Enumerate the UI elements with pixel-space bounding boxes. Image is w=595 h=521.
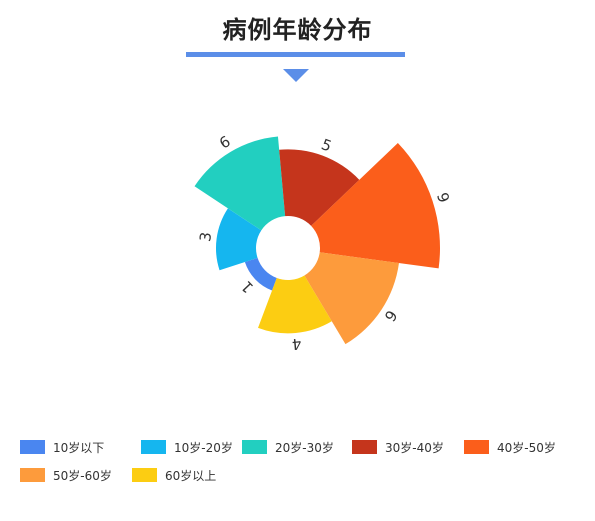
legend-label: 30岁-40岁 [385,440,444,455]
legend-item-1[interactable]: 10岁-20岁 [141,438,233,456]
slice-value-label-6: 4 [291,335,302,354]
legend-swatch [352,440,377,454]
rose-slice-6[interactable] [258,275,332,334]
title-arrow-icon [283,69,309,82]
legend-item-2[interactable]: 20岁-30岁 [242,438,334,456]
rose-slice-1[interactable] [215,208,262,271]
legend-swatch [242,440,267,454]
rose-chart: 1 3 6 5 9 6 4 [194,132,453,354]
legend-label: 10岁-20岁 [174,440,233,455]
legend-label: 60岁以上 [165,468,217,483]
slice-value-label-2: 6 [216,132,233,152]
legend-swatch [20,440,45,454]
rose-slice-3[interactable] [279,149,360,226]
slice-value-label-3: 5 [319,135,334,155]
legend-swatch [464,440,489,454]
slice-value-label-4: 9 [433,190,453,205]
slice-value-label-1: 3 [196,231,215,243]
rose-slice-4[interactable] [311,142,440,269]
slice-value-label-0: 1 [237,277,257,296]
rose-slice-2[interactable] [194,136,286,231]
legend-swatch [20,468,45,482]
legend-item-0[interactable]: 10岁以下 [20,438,104,456]
legend-item-6[interactable]: 60岁以上 [132,466,216,484]
legend-swatch [141,440,166,454]
legend-item-3[interactable]: 30岁-40岁 [352,438,444,456]
legend-item-5[interactable]: 50岁-60岁 [20,466,112,484]
legend-swatch [132,468,157,482]
rose-slice-5[interactable] [304,252,399,345]
legend-label: 20岁-30岁 [275,440,334,455]
legend-label: 10岁以下 [53,440,105,455]
rose-slice-0[interactable] [244,257,277,291]
legend-label: 40岁-50岁 [497,440,556,455]
legend-item-4[interactable]: 40岁-50岁 [464,438,556,456]
slice-value-label-5: 6 [381,307,401,325]
legend-label: 50岁-60岁 [53,468,112,483]
chart-title: 病例年龄分布 [222,16,373,44]
title-underline [186,52,405,57]
